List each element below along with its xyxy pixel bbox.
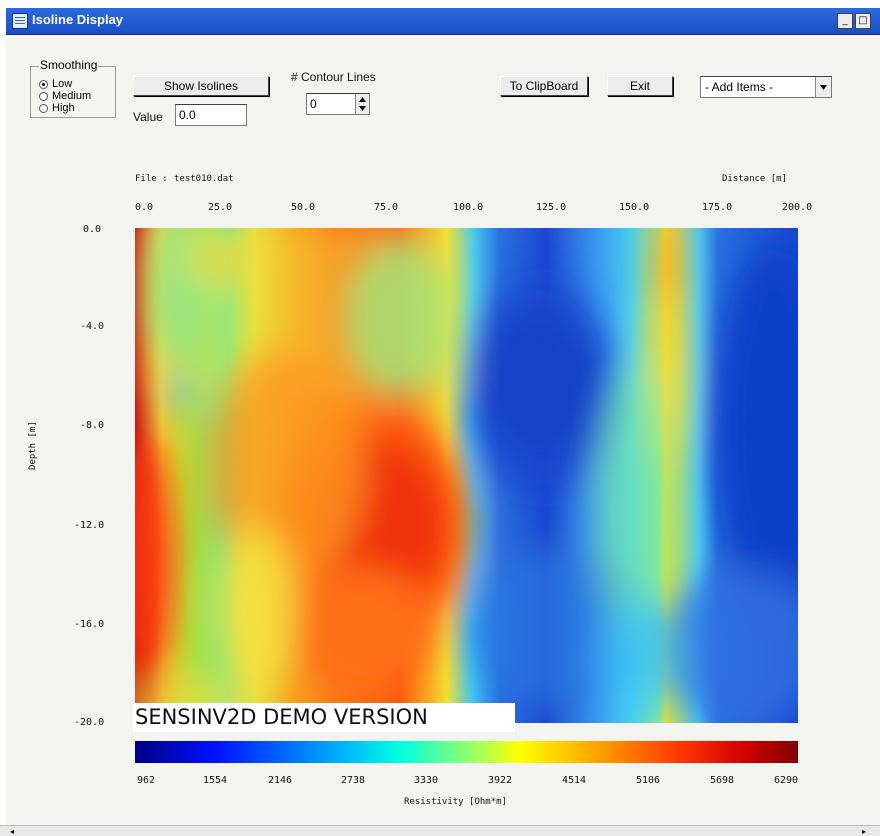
colorbar-tick-label: 4514 (562, 775, 587, 786)
y-tick-label: 0.0 (83, 224, 102, 235)
colorbar-tick-label: 5106 (636, 775, 661, 786)
x-tick-label: 175.0 (702, 202, 733, 213)
smoothing-group: Smoothing Low Medium High (30, 58, 116, 118)
chevron-down-icon[interactable] (815, 77, 831, 97)
y-tick-label: -16.0 (74, 619, 105, 630)
x-tick-label: 125.0 (536, 202, 567, 213)
x-tick-label: 100.0 (453, 202, 484, 213)
colorbar-tick-label: 2738 (341, 775, 366, 786)
window-icon (12, 13, 28, 29)
x-tick-label: 75.0 (374, 202, 399, 213)
colorbar-tick-label: 6290 (774, 775, 799, 786)
show-isolines-button[interactable]: Show Isolines (133, 76, 269, 96)
radio-button-icon[interactable] (39, 79, 48, 89)
colorbar-tick-label: 5698 (710, 775, 735, 786)
spinner-arrows-icon[interactable] (355, 94, 369, 114)
value-label: Value (133, 110, 163, 124)
colorbar-tick-label: 2146 (268, 775, 293, 786)
minimize-button[interactable]: _ (837, 13, 853, 29)
x-tick-label: 25.0 (208, 202, 233, 213)
x-tick-label: 0.0 (135, 202, 154, 213)
radio-medium[interactable]: Medium (39, 91, 91, 102)
file-name: test010.dat (174, 174, 234, 184)
demo-watermark: SENSINV2D DEMO VERSION (133, 703, 515, 732)
resistivity-colorbar (135, 741, 798, 763)
radio-low[interactable]: Low (39, 79, 72, 90)
radio-high[interactable]: High (39, 103, 75, 114)
contour-lines-value: 0 (310, 97, 317, 111)
x-tick-label: 150.0 (619, 202, 650, 213)
y-tick-label: -20.0 (74, 717, 105, 728)
scroll-left-icon[interactable]: ◂ (10, 827, 15, 836)
maximize-button[interactable]: □ (855, 13, 871, 29)
value-input[interactable]: 0.0 (175, 104, 247, 126)
smoothing-label: Smoothing (39, 58, 99, 72)
x-tick-label: 200.0 (782, 202, 813, 213)
x-tick-label: 50.0 (291, 202, 316, 213)
resistivity-heatmap (135, 228, 798, 723)
window-title: Isoline Display (32, 12, 124, 27)
horizontal-scrollbar[interactable]: ◂ ▸ (0, 825, 880, 836)
colorbar-tick-label: 962 (137, 775, 156, 786)
colorbar-tick-label: 3330 (414, 775, 439, 786)
y-axis-label: Depth [m] (28, 421, 38, 470)
title-bar[interactable]: Isoline Display _ □ (6, 8, 880, 35)
add-items-dropdown[interactable]: - Add Items - (700, 76, 832, 98)
radio-button-icon[interactable] (39, 91, 48, 101)
to-clipboard-button[interactable]: To ClipBoard (500, 76, 588, 96)
file-label: File : (135, 174, 168, 184)
colorbar-tick-label: 3922 (488, 775, 513, 786)
distance-axis-label: Distance [m] (722, 174, 788, 184)
colorbar-tick-label: 1554 (203, 775, 228, 786)
exit-button[interactable]: Exit (607, 76, 673, 96)
contour-lines-label: # Contour Lines (291, 70, 376, 84)
radio-button-icon[interactable] (39, 103, 48, 113)
heatmap-blobs (135, 228, 798, 723)
add-items-value: - Add Items - (705, 80, 774, 94)
y-tick-label: -8.0 (80, 420, 105, 431)
y-tick-label: -4.0 (80, 321, 105, 332)
y-tick-label: -12.0 (74, 520, 105, 531)
colorbar-label: Resistivity [Ohm*m] (404, 797, 507, 807)
contour-lines-stepper[interactable]: 0 (306, 93, 370, 115)
scroll-right-icon[interactable]: ▸ (862, 827, 867, 836)
